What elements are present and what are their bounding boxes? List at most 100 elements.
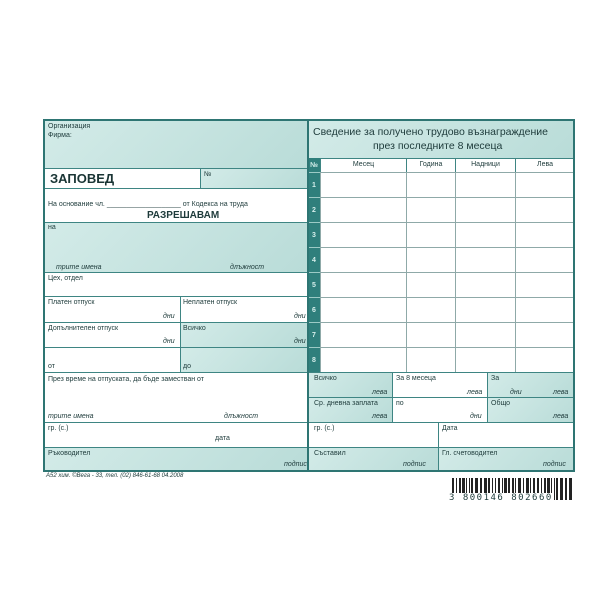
barcode-bar <box>556 478 558 500</box>
table-cell[interactable] <box>515 222 575 248</box>
paid-leave-field[interactable] <box>44 296 181 323</box>
total-field[interactable] <box>308 372 393 398</box>
barcode-bar <box>560 478 563 500</box>
table-cell[interactable] <box>320 347 407 373</box>
basis-field[interactable] <box>44 188 309 223</box>
barcode-bar <box>488 478 490 500</box>
total-leave-label: Всичко <box>183 325 206 332</box>
row-number: 1 <box>308 172 320 198</box>
row-number: 8 <box>308 347 320 373</box>
row-number: 7 <box>308 322 320 348</box>
barcode-bar <box>466 478 467 500</box>
city-field[interactable] <box>44 422 309 448</box>
barcode-bar <box>484 478 487 500</box>
days-caption: дни <box>294 313 306 320</box>
barcode-bar <box>459 478 461 500</box>
firm-label: Фирма: <box>48 132 72 139</box>
col-header-no: № <box>308 158 320 173</box>
total-label: Всичко <box>314 375 337 382</box>
row-number: 2 <box>308 197 320 223</box>
position-caption: длъжност <box>224 413 259 420</box>
barcode-bar <box>537 478 539 500</box>
unpaid-leave-label: Неплатен отпуск <box>183 299 238 306</box>
barcode-bar <box>504 478 507 500</box>
allow-heading: РАЗРЕШАВАМ <box>147 210 220 221</box>
na-label: на <box>48 224 56 231</box>
leva-caption: лева <box>553 413 569 420</box>
accountant-label: Гл. счетоводител <box>442 450 498 457</box>
to-label: до <box>183 363 191 370</box>
barcode-bar <box>469 478 470 500</box>
for8-field[interactable] <box>392 372 488 398</box>
table-cell[interactable] <box>515 272 575 298</box>
date-label: дата <box>215 435 230 442</box>
barcode-bar <box>492 478 493 500</box>
signature-caption: подпис <box>403 461 426 468</box>
table-cell[interactable] <box>406 222 456 248</box>
table-cell[interactable] <box>455 197 516 223</box>
barcode-bar <box>462 478 465 500</box>
leva-caption: лева <box>372 389 388 396</box>
compiled-label: Съставил <box>314 450 346 457</box>
barcode-bar <box>530 478 531 500</box>
overall-label: Общо <box>491 400 511 407</box>
barcode-bar <box>498 478 500 500</box>
days-caption: дни <box>510 389 522 396</box>
days-caption: дни <box>294 338 306 345</box>
days-caption: дни <box>163 338 175 345</box>
table-cell[interactable] <box>406 347 456 373</box>
names-caption: трите имена <box>56 264 102 271</box>
names-caption: трите имена <box>48 413 94 420</box>
right-date-field[interactable] <box>438 422 574 448</box>
order-title: ЗАПОВЕД <box>50 171 115 186</box>
barcode-bar <box>523 478 524 500</box>
earnings-title-line2: през последните 8 месеца <box>373 140 503 152</box>
barcode-bar <box>508 478 510 500</box>
barcode-bar <box>515 478 516 500</box>
extra-leave-field[interactable] <box>44 322 181 348</box>
dept-label: Цех, отдел <box>48 275 83 282</box>
table-cell[interactable] <box>455 172 516 198</box>
right-form-border <box>307 119 575 472</box>
barcode-bar <box>471 478 473 500</box>
barcode-bar <box>544 478 546 500</box>
table-cell[interactable] <box>406 322 456 348</box>
leva-caption: лева <box>553 389 569 396</box>
signature-caption: подпис <box>543 461 566 468</box>
replacement-label: През време на отпуската, да бъде заместв… <box>48 376 204 383</box>
city-label: гр. (с.) <box>48 425 69 432</box>
barcode-bar <box>452 478 454 500</box>
earnings-title-line1: Сведение за получено трудово възнагражде… <box>313 126 549 138</box>
row-number: 6 <box>308 297 320 323</box>
table-cell[interactable] <box>320 172 407 198</box>
barcode-bar <box>495 478 496 500</box>
from-label: от <box>48 363 55 370</box>
dept-field[interactable] <box>44 272 309 297</box>
barcode-bar <box>475 478 478 500</box>
row-number: 4 <box>308 247 320 273</box>
days-caption: дни <box>470 413 482 420</box>
extra-leave-label: Допълнителен отпуск <box>48 325 119 332</box>
table-cell[interactable] <box>455 272 516 298</box>
barcode-bar <box>518 478 521 500</box>
basis-label: На основание чл. ___________________ от … <box>48 201 248 208</box>
right-city-label: гр. (с.) <box>314 425 335 432</box>
head-label: Ръководител <box>48 450 91 457</box>
leva-caption: лева <box>372 413 388 420</box>
table-cell[interactable] <box>455 297 516 323</box>
position-caption: длъжност <box>230 264 265 271</box>
overall-field[interactable] <box>487 397 574 423</box>
print-footer: А52 хим. ©Вега - 33, тел. (02) 846-61-68… <box>46 473 184 479</box>
barcode-number: 3 800146 802660 <box>449 493 553 503</box>
barcode-bar <box>512 478 514 500</box>
table-cell[interactable] <box>320 297 407 323</box>
paid-leave-label: Платен отпуск <box>48 299 95 306</box>
for8-label: За 8 месеца <box>396 375 436 382</box>
barcode-bar <box>551 478 552 500</box>
barcode-bar <box>554 478 555 500</box>
table-cell[interactable] <box>515 172 575 198</box>
avg-salary-label: Ср. дневна заплата <box>314 400 378 407</box>
barcode-bar <box>502 478 503 500</box>
barcode-bar <box>569 478 572 500</box>
barcode-bar <box>541 478 542 500</box>
